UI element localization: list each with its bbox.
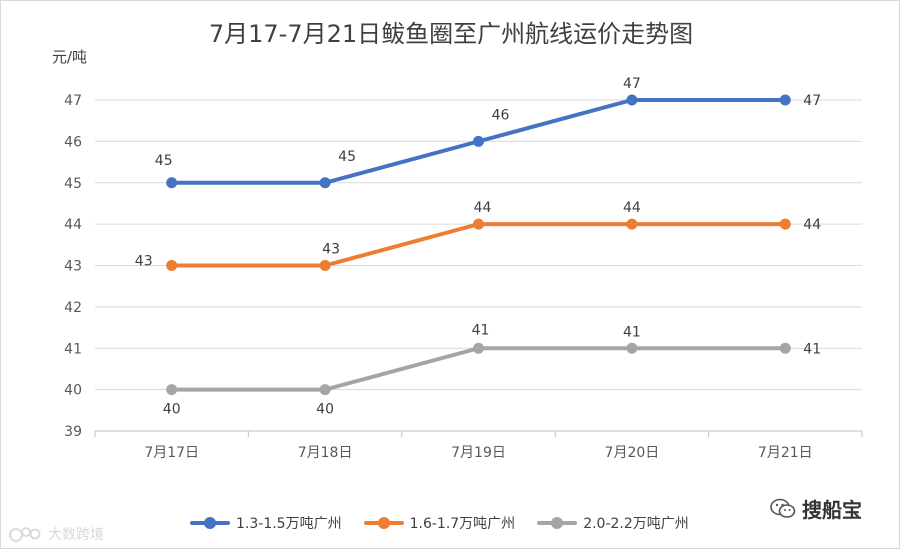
legend-swatch xyxy=(363,517,404,529)
y-tick-label: 40 xyxy=(64,383,82,399)
data-point xyxy=(166,260,178,271)
x-tick-label: 7月19日 xyxy=(451,445,506,461)
data-label: 40 xyxy=(163,402,181,418)
data-point xyxy=(319,384,331,396)
legend-item-1: 1.3-1.5万吨广州 xyxy=(190,513,342,533)
data-label: 41 xyxy=(472,322,490,338)
y-tick-label: 44 xyxy=(64,217,82,233)
y-tick-label: 41 xyxy=(64,341,82,357)
series-line-3 xyxy=(169,346,788,392)
data-point xyxy=(473,218,484,230)
y-tick-label: 46 xyxy=(64,134,82,150)
series-line-2 xyxy=(169,222,788,268)
watermark-left: 大数跨境 xyxy=(8,524,104,544)
data-label: 43 xyxy=(135,254,153,270)
chart-legend: 1.3-1.5万吨广州 1.6-1.7万吨广州 2.0-2.2万吨广州 xyxy=(190,512,689,534)
x-tick-label: 7月20日 xyxy=(605,445,660,461)
y-tick-label: 42 xyxy=(64,300,82,316)
legend-swatch xyxy=(537,517,578,529)
legend-label: 1.6-1.7万吨广州 xyxy=(409,516,516,532)
data-label: 40 xyxy=(316,402,334,418)
watermark-left-text: 大数跨境 xyxy=(48,527,104,543)
data-point xyxy=(166,177,178,189)
y-tick-label: 39 xyxy=(64,424,82,440)
data-label: 46 xyxy=(492,107,510,123)
y-axis-unit-label: 元/吨 xyxy=(52,48,88,66)
y-tick-label: 45 xyxy=(64,176,82,192)
legend-item-3: 2.0-2.2万吨广州 xyxy=(537,513,689,533)
x-tick-label: 7月17日 xyxy=(144,445,199,461)
x-tick-label: 7月18日 xyxy=(298,445,353,461)
data-point xyxy=(779,218,791,230)
x-tick-label: 7月21日 xyxy=(758,445,813,461)
data-point xyxy=(626,94,638,106)
data-label: 47 xyxy=(803,93,821,109)
data-point xyxy=(626,218,638,230)
data-label: 44 xyxy=(803,217,821,233)
y-tick-label: 43 xyxy=(64,259,82,275)
legend-swatch xyxy=(190,517,230,529)
legend-label: 2.0-2.2万吨广州 xyxy=(583,516,689,532)
y-tick-label: 47 xyxy=(64,93,82,109)
legend-label: 1.3-1.5万吨广州 xyxy=(236,516,342,532)
data-point xyxy=(319,177,331,189)
data-point xyxy=(779,342,791,354)
data-point xyxy=(473,342,484,354)
legend-item-2: 1.6-1.7万吨广州 xyxy=(363,513,516,533)
data-label: 41 xyxy=(803,341,821,357)
data-point xyxy=(166,384,178,396)
data-label: 41 xyxy=(623,324,641,340)
data-label: 44 xyxy=(474,200,492,216)
data-label: 45 xyxy=(155,153,173,169)
data-point xyxy=(779,94,791,106)
data-label: 43 xyxy=(322,242,340,258)
bubble-logo-icon xyxy=(9,527,41,542)
data-label: 47 xyxy=(623,76,641,92)
watermark-right: 搜船宝 xyxy=(770,494,862,523)
data-label: 44 xyxy=(623,200,641,216)
watermark-right-text: 搜船宝 xyxy=(802,498,862,522)
data-point xyxy=(473,135,484,147)
wechat-icon xyxy=(770,498,796,518)
data-label: 45 xyxy=(338,149,356,165)
chart-title: 7月17-7月21日鲅鱼圈至广州航线运价走势图 xyxy=(208,20,694,48)
data-point xyxy=(626,342,638,354)
data-point xyxy=(319,260,331,271)
